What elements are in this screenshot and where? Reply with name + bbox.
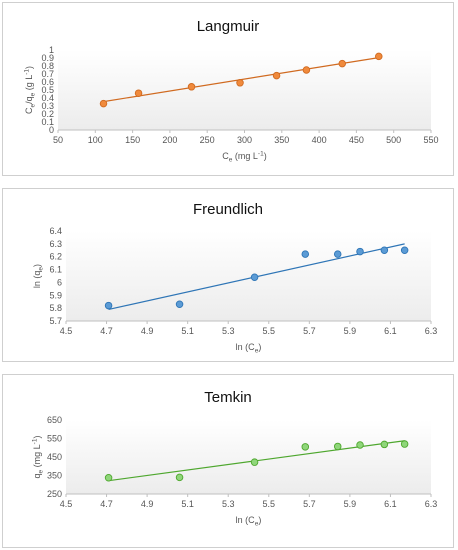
data-point: [104, 301, 113, 310]
chart-title: Temkin: [204, 389, 252, 406]
x-tick-label: 5.7: [303, 499, 316, 509]
data-point: [338, 59, 346, 68]
x-tick-label: 300: [237, 135, 252, 145]
data-point: [375, 52, 383, 61]
data-point: [302, 66, 311, 74]
x-tick-label: 5.9: [344, 499, 357, 509]
freundlich-chart: 4.5 4.7 4.9 5.1 5.3 5.5 5.7 5.9 6.1 6.3 5.7 5.8 5.9 6…: [32, 226, 438, 355]
x-tick-label: 4.9: [141, 326, 154, 336]
x-tick-label: 5.3: [222, 499, 235, 509]
x-axis-label: ln (Ce): [236, 342, 262, 355]
x-tick-label: 5.5: [263, 326, 276, 336]
data-point: [356, 247, 364, 256]
y-tick-label: 0.4: [41, 93, 54, 103]
y-tick-label: 0.6: [41, 77, 54, 87]
y-tick-label: 0.5: [41, 85, 54, 95]
x-tick-label: 4.7: [100, 499, 113, 509]
x-tick-label: 4.7: [100, 326, 113, 336]
x-tick-label: 6.3: [425, 326, 438, 336]
y-tick-label: 650: [47, 415, 62, 425]
x-tick-label: 400: [312, 135, 327, 145]
x-tick-label: 250: [200, 135, 215, 145]
x-tick-label: 5.3: [222, 326, 235, 336]
x-tick-label: 350: [274, 135, 289, 145]
data-point: [400, 246, 409, 255]
y-tick-label: 1: [49, 45, 54, 55]
x-tick-label: 200: [162, 135, 177, 145]
y-tick-label: 6: [57, 277, 62, 287]
y-tick-label: 350: [47, 471, 62, 481]
x-tick-label: 6.1: [384, 326, 397, 336]
y-tick-label: 6.3: [49, 239, 62, 249]
data-point: [400, 440, 409, 448]
x-tick-label: 4.5: [60, 499, 73, 509]
x-tick-label: 4.9: [141, 499, 154, 509]
data-point: [250, 458, 259, 466]
data-point: [333, 250, 342, 258]
y-tick-label: 0.7: [41, 69, 54, 79]
x-tick-label: 5.1: [181, 499, 194, 509]
x-axis-label: Ce (mg L-1): [222, 151, 266, 164]
x-tick-label: 5.1: [181, 326, 194, 336]
data-point: [187, 83, 196, 91]
x-tick-label: 150: [125, 135, 140, 145]
y-axis-label: ln (qe): [32, 264, 45, 288]
y-tick-label: 0.2: [41, 109, 54, 119]
y-tick-label: 450: [47, 452, 62, 462]
y-axis-label: qe (mg L-1): [32, 436, 45, 479]
x-tick-label: 50: [53, 135, 63, 145]
y-tick-label: 6.2: [49, 252, 62, 262]
y-tick-label: 250: [47, 489, 62, 499]
freundlich-panel: Freundlich 4.5 4.7 4.9 5.1 5.3 5.5 5.7 5.9 6.1 6.…: [2, 188, 454, 362]
chart-title: Langmuir: [196, 18, 260, 35]
y-tick-label: 6.4: [49, 226, 62, 236]
temkin-panel: Temkin 4.5 4.7 4.9 5.1 5.3 5.5 5.7 5.9 6.1 6.3 250…: [2, 374, 454, 548]
temkin-chart: 4.5 4.7 4.9 5.1 5.3 5.5 5.7 5.9 6.1 6.3 250 350 450 5…: [32, 415, 438, 528]
data-point: [236, 79, 244, 87]
x-tick-label: 6.1: [384, 499, 397, 509]
y-tick-label: 0.1: [41, 117, 54, 127]
x-tick-label: 6.3: [425, 499, 438, 509]
data-point: [250, 273, 259, 282]
data-point: [301, 250, 310, 258]
data-point: [134, 89, 143, 97]
x-tick-label: 550: [423, 135, 438, 145]
data-point: [175, 473, 184, 482]
data-point: [380, 246, 389, 255]
x-axis-label: ln (Ce): [236, 515, 262, 528]
plot-area: [66, 420, 431, 494]
plot-area: [66, 231, 431, 321]
data-point: [175, 300, 184, 309]
data-point: [272, 71, 281, 80]
x-tick-label: 100: [88, 135, 103, 145]
y-tick-label: 5.7: [49, 316, 62, 326]
langmuir-panel: Langmuir 50 100 150 200 250 300 350 400 450 500 55…: [2, 2, 454, 176]
data-point: [104, 473, 113, 482]
data-point: [380, 440, 389, 449]
data-point: [301, 443, 310, 451]
x-tick-label: 500: [386, 135, 401, 145]
plot-area: [58, 50, 431, 130]
x-tick-label: 5.9: [344, 326, 357, 336]
y-tick-label: 0: [49, 125, 54, 135]
langmuir-chart: 50 100 150 200 250 300 350 400 450 500 55000.10.20…: [24, 45, 439, 164]
y-tick-label: 0.9: [41, 53, 54, 63]
x-tick-label: 5.5: [263, 499, 276, 509]
x-tick-label: 5.7: [303, 326, 316, 336]
data-point: [333, 442, 342, 451]
y-tick-label: 0.3: [41, 101, 54, 111]
y-tick-label: 0.8: [41, 61, 54, 71]
data-point: [356, 441, 364, 449]
x-tick-label: 4.5: [60, 326, 73, 336]
y-tick-label: 5.8: [49, 303, 62, 313]
y-tick-label: 5.9: [49, 290, 62, 300]
chart-title: Freundlich: [192, 201, 264, 218]
data-point: [99, 99, 108, 108]
y-tick-label: 550: [47, 434, 62, 444]
x-tick-label: 450: [349, 135, 364, 145]
y-tick-label: 6.1: [49, 265, 62, 275]
y-axis-label: Ce/qe (g L-1): [24, 66, 37, 114]
